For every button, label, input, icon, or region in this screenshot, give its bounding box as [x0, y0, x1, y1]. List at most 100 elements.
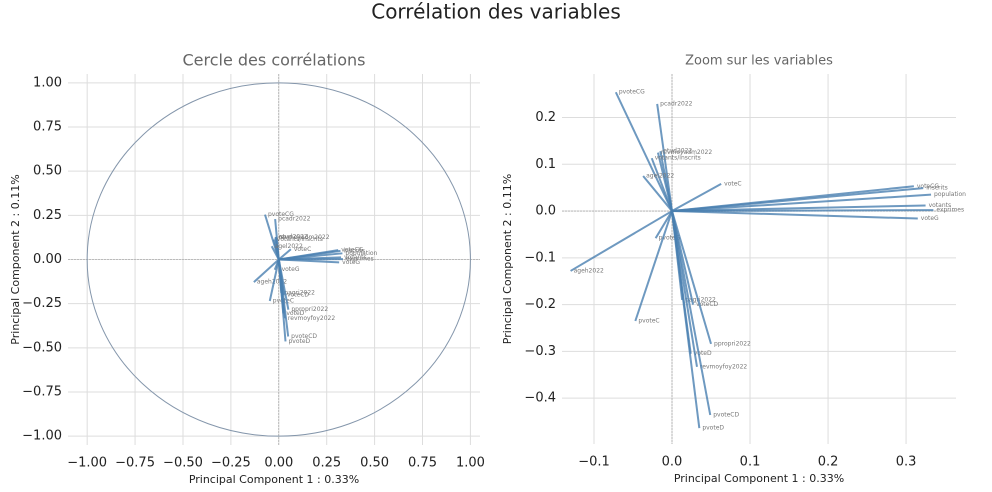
- variable-label: pvoteCG: [619, 89, 645, 96]
- variable-label: voteCD: [287, 291, 309, 298]
- variable-label: exprimes: [936, 207, 964, 214]
- variable-label: pvoteG: [659, 235, 681, 242]
- variable-label: population: [934, 191, 966, 198]
- y-tick-label: −0.75: [22, 385, 62, 400]
- variable-label: pcadr2022: [278, 216, 311, 223]
- variable-label: pvoteCG: [268, 211, 294, 218]
- variable-label: votants: [929, 202, 952, 209]
- variable-label: revmoyadm2022: [278, 234, 329, 241]
- x-axis-label: Principal Component 1 : 0.33%: [189, 473, 359, 486]
- variable-label: agel2022: [646, 172, 674, 179]
- x-tick-label: −0.50: [163, 456, 203, 471]
- variable-label: etud2022: [279, 233, 308, 240]
- vector: [671, 210, 918, 220]
- variable-label: voteD: [286, 310, 304, 317]
- vector: [570, 210, 673, 272]
- vector: [656, 152, 673, 212]
- variable-label: population: [345, 250, 377, 257]
- x-tick-label: 0.25: [312, 456, 341, 471]
- x-tick-label: 0.3: [896, 455, 917, 470]
- variable-label: voteCG: [917, 183, 939, 190]
- vector: [614, 91, 673, 212]
- y-tick-label: 0.2: [535, 110, 556, 125]
- variable-label: revmoyfoy2022: [700, 363, 747, 370]
- variable-label: votants/inscrits: [655, 155, 701, 162]
- variable-label: pvoteG: [278, 266, 300, 273]
- variable-label: ageh2022: [257, 279, 287, 286]
- vector: [642, 175, 673, 212]
- vector: [671, 183, 722, 212]
- variable-label: ageh2022: [574, 267, 604, 274]
- y-tick-label: −0.50: [22, 340, 62, 355]
- variable-label: pvoteD: [702, 425, 724, 432]
- vector: [634, 210, 673, 322]
- vector: [253, 258, 280, 283]
- variable-label: pagri2022: [284, 290, 315, 297]
- x-tick-label: −1.00: [67, 456, 107, 471]
- x-tick-label: 1.00: [456, 456, 485, 471]
- variable-label: ppropri2022: [714, 340, 751, 347]
- chart-title: Cercle des corrélations: [182, 51, 365, 70]
- variable-label: etud2022: [663, 148, 692, 155]
- vector: [268, 259, 280, 302]
- unit-circle: [86, 82, 471, 437]
- y-tick-label: 0.75: [33, 120, 62, 135]
- variable-label: voteCG: [341, 247, 363, 254]
- vector: [278, 258, 340, 264]
- vector: [650, 157, 673, 212]
- vector: [671, 187, 924, 213]
- variable-label: agel2022: [275, 243, 303, 250]
- vector: [671, 210, 712, 345]
- vector: [672, 209, 934, 213]
- x-tick-label: −0.25: [211, 456, 251, 471]
- vector: [277, 259, 287, 342]
- variable-label: pagri2022: [685, 296, 716, 303]
- variable-label: pvoteCD: [291, 333, 317, 340]
- vector: [671, 193, 932, 213]
- x-tick-label: −0.1: [578, 455, 610, 470]
- x-tick-label: 0.00: [264, 456, 293, 471]
- variable-label: pvoteCD: [713, 411, 739, 418]
- y-axis-label: Principal Component 2 : 0.11%: [9, 174, 22, 344]
- y-tick-label: −0.3: [524, 344, 556, 359]
- x-tick-label: 0.75: [408, 456, 437, 471]
- variable-label: ppropri2022: [291, 306, 328, 313]
- x-tick-label: −0.75: [115, 456, 155, 471]
- variable-label: revmoyfoy2022: [288, 315, 335, 322]
- variable-label: pvoteD: [288, 338, 310, 345]
- y-tick-label: 0.0: [535, 204, 556, 219]
- y-tick-label: 0.50: [33, 164, 62, 179]
- variable-label: pcadr2022: [660, 100, 693, 107]
- variable-label: votants/inscrits: [277, 236, 323, 243]
- y-tick-label: −1.00: [22, 429, 62, 444]
- y-tick-label: −0.1: [524, 250, 556, 265]
- vector: [270, 245, 280, 260]
- y-tick-label: −0.4: [524, 391, 556, 406]
- suptitle: Corrélation des variables: [371, 0, 621, 24]
- variable-label: pvoteC: [638, 317, 659, 324]
- y-axis-label: Principal Component 2 : 0.11%: [501, 174, 514, 344]
- variable-label: voteC: [724, 180, 741, 187]
- vector: [278, 248, 292, 261]
- y-tick-label: 1.00: [33, 75, 62, 90]
- vector: [671, 210, 701, 429]
- x-tick-label: 0.0: [662, 455, 683, 470]
- x-tick-label: 0.1: [740, 455, 761, 470]
- x-axis-label: Principal Component 1 : 0.33%: [674, 472, 844, 485]
- y-tick-label: 0.00: [33, 252, 62, 267]
- variable-label: voteCD: [696, 301, 718, 308]
- y-tick-label: −0.2: [524, 297, 556, 312]
- x-tick-label: 0.2: [818, 455, 839, 470]
- vector: [654, 210, 673, 239]
- y-tick-label: −0.25: [22, 296, 62, 311]
- variable-label: voteG: [921, 215, 939, 222]
- variable-label: revmoyadm2022: [661, 149, 712, 156]
- vector: [671, 210, 712, 416]
- variable-label: exprimes: [346, 256, 374, 263]
- variable-label: voteG: [342, 259, 360, 266]
- y-tick-label: 0.25: [33, 208, 62, 223]
- y-tick-label: 0.1: [535, 157, 556, 172]
- x-tick-label: 0.50: [360, 456, 389, 471]
- variable-label: inscrits: [343, 247, 365, 254]
